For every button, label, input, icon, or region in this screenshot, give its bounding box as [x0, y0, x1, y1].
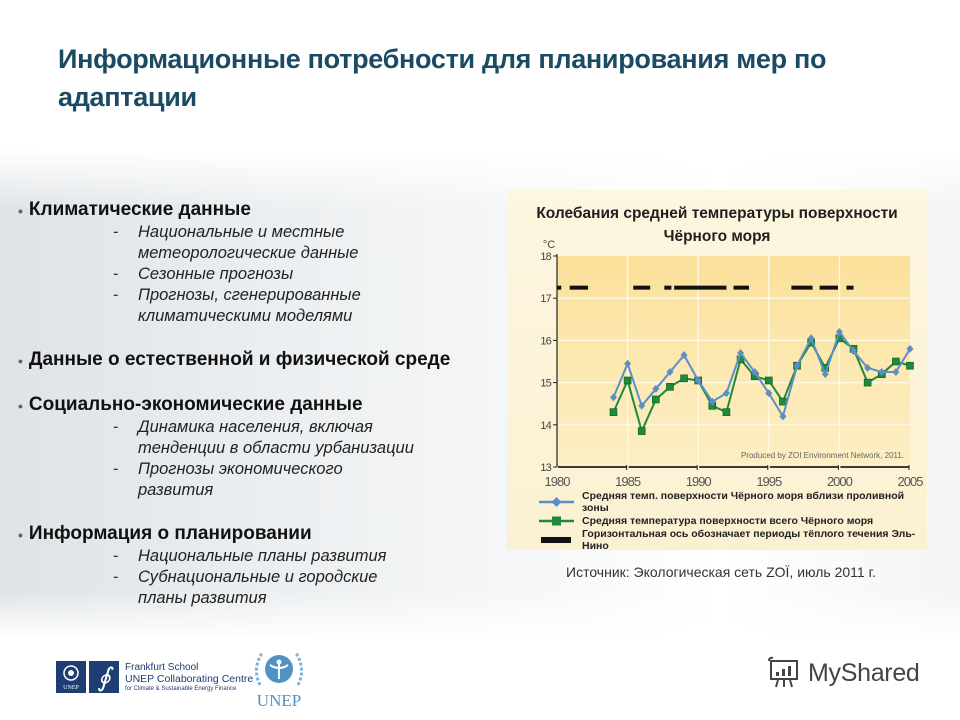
unep-emblem-icon: UNEP: [56, 661, 86, 693]
chart-legend: Средняя темп. поверхности Чёрного моря в…: [539, 490, 927, 552]
temperature-chart: Колебания средней температуры поверхност…: [507, 190, 927, 552]
myshared-logo: MyShared: [768, 656, 920, 690]
bullet-list: • Климатические данные - Национальные и ме…: [18, 199, 508, 627]
svg-text:1985: 1985: [615, 474, 641, 489]
svg-text:16: 16: [540, 335, 551, 347]
sub-item: - Прогнозы экономического развития: [113, 460, 343, 499]
svg-text:17: 17: [540, 293, 551, 305]
legend-item-el-nino: Горизонтальная ось обозначает периоды тё…: [539, 528, 927, 552]
bullet-heading: Социально-экономические данные: [28, 394, 363, 415]
unep-laurel-icon: [255, 652, 303, 686]
sub-item: - Сезонные прогнозы: [113, 265, 294, 283]
sub-item: - Прогнозы, сгенерированные климатическим…: [113, 286, 361, 325]
blue-diamond-line-icon: [539, 496, 574, 508]
bullet-climate-data: • Климатические данные - Национальные и ме…: [18, 199, 508, 327]
bullet-heading: Данные о естественной и физической среде: [28, 349, 451, 370]
bullet-heading: Информация о планировании: [28, 523, 312, 544]
svg-text:2000: 2000: [827, 474, 853, 489]
frankfurt-school-logo: UNEP ∮ Frankfurt School UNEP Collaborati…: [56, 661, 253, 695]
svg-text:2005: 2005: [898, 474, 924, 489]
svg-text:°C: °C: [543, 239, 555, 251]
chart-title: Колебания средней температуры поверхност…: [536, 205, 898, 245]
bullet-heading: Климатические данные: [28, 199, 251, 220]
svg-text:14: 14: [540, 420, 551, 432]
bullet-planning-info: • Информация о планировании - Национальные…: [18, 523, 508, 609]
bullet-dot-icon: •: [18, 527, 23, 543]
svg-text:1995: 1995: [756, 474, 782, 489]
bullet-socioeconomic-data: • Социально-экономические данные - Динамик…: [18, 394, 508, 501]
slide-title: Информационные потребности для планирова…: [58, 44, 827, 112]
source-caption: Источник: Экологическая сеть ZOÏ, июль 2…: [566, 564, 876, 580]
svg-text:18: 18: [540, 251, 551, 263]
band-bottom-fade: [0, 590, 960, 640]
svg-text:13: 13: [540, 462, 551, 474]
svg-text:Produced by ZOI Environment Ne: Produced by ZOI Environment Network, 201…: [741, 451, 904, 460]
bullet-dot-icon: •: [18, 398, 23, 414]
svg-text:UNEP: UNEP: [63, 685, 79, 691]
chart-plot: 13 14 15 16 17 18°C 1980 1985 1990 1995 2000 2005 Pr…: [540, 239, 924, 489]
presentation-board-icon: [768, 656, 798, 688]
black-bar-icon: [539, 534, 574, 546]
svg-text:15: 15: [540, 378, 551, 390]
svg-text:1980: 1980: [545, 474, 571, 489]
legend-item-strait: Средняя темп. поверхности Чёрного моря в…: [539, 490, 927, 514]
bullet-environment-data: • Данные о естественной и физической сред…: [18, 349, 508, 372]
legend-item-whole-sea: Средняя температура поверхности всего Чё…: [539, 511, 927, 530]
sub-item: - Субнациональные и городские планы разви…: [113, 568, 378, 607]
unep-logo: UNEP: [248, 645, 310, 715]
sub-item: - Национальные и местные метеорологически…: [113, 223, 359, 262]
sub-item: - Динамика населения, включая тенденции в…: [113, 418, 414, 457]
green-square-line-icon: [539, 515, 574, 527]
frankfurt-symbol-icon: ∮: [89, 661, 119, 693]
bullet-dot-icon: •: [18, 203, 23, 219]
sub-item: - Национальные планы развития: [113, 547, 387, 565]
bullet-dot-icon: •: [18, 353, 23, 369]
svg-text:1990: 1990: [686, 474, 712, 489]
